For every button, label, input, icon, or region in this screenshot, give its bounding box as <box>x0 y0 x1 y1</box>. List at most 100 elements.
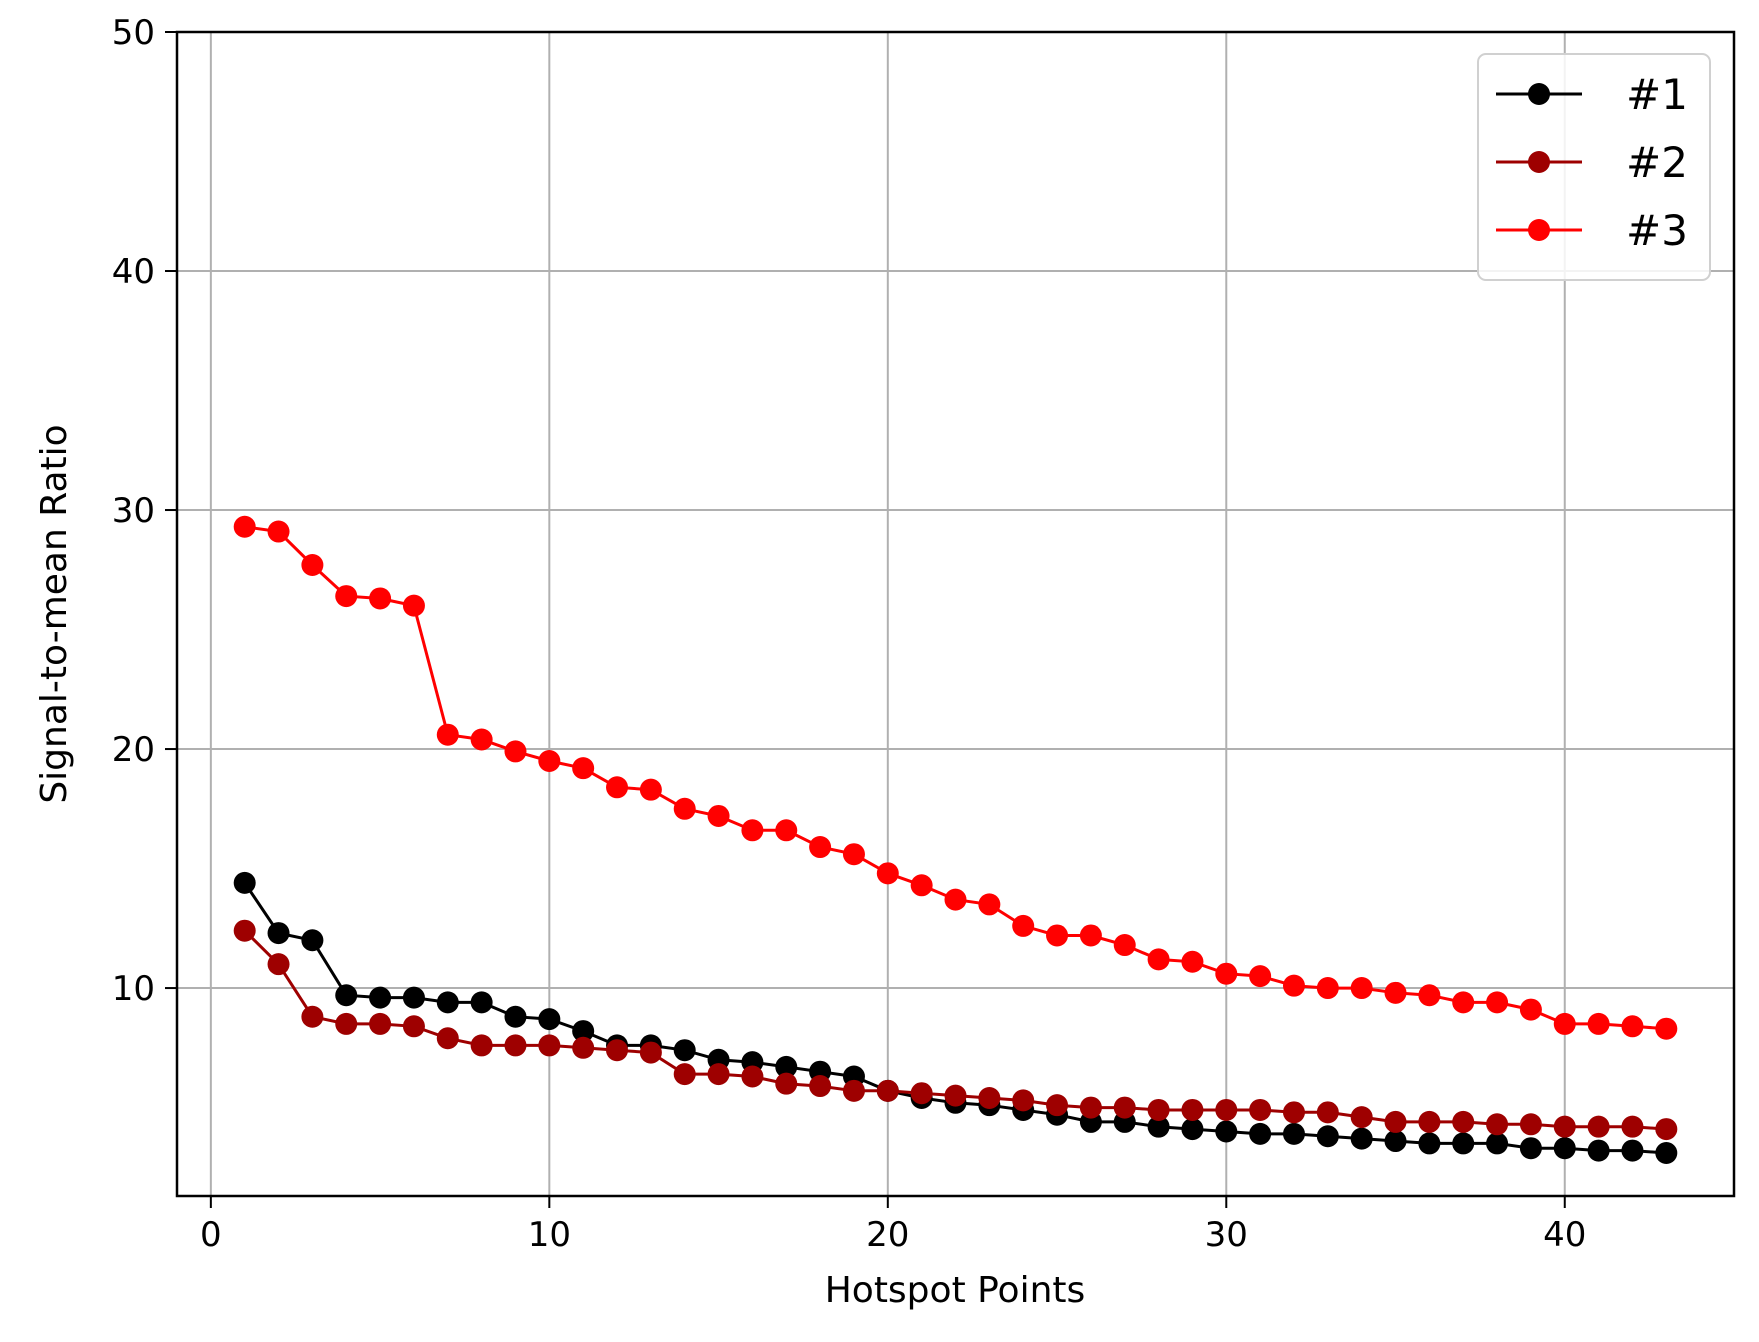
series-2-point <box>1282 1101 1305 1124</box>
series-2-point <box>436 1027 459 1050</box>
series-3-point <box>1553 1012 1576 1035</box>
legend-item: #3 <box>1496 206 1688 255</box>
series-2-point <box>606 1039 629 1062</box>
series-2-point <box>504 1034 527 1057</box>
series-2-point <box>775 1072 798 1095</box>
series-3-point <box>1384 981 1407 1004</box>
series-1-point <box>1215 1120 1238 1143</box>
plot-frame <box>175 30 1736 1198</box>
series-3-point <box>639 778 662 801</box>
series-1-point <box>1519 1137 1542 1160</box>
series-2-point <box>1621 1115 1644 1138</box>
series-1-point <box>402 986 425 1009</box>
series-1-point <box>1249 1122 1272 1145</box>
y-axis-label: Signal-to-mean Ratio <box>34 424 75 803</box>
legend-marker <box>1528 219 1550 241</box>
series-3-point <box>1113 934 1136 957</box>
x-tick-label: 0 <box>200 1215 222 1255</box>
series-1-point <box>1384 1130 1407 1153</box>
series-1-point <box>1147 1115 1170 1138</box>
series-3-point <box>1282 974 1305 997</box>
series-2-point <box>1452 1110 1475 1133</box>
series-2-point <box>1012 1089 1035 1112</box>
series-2-point <box>1181 1098 1204 1121</box>
series-3-point <box>1079 924 1102 947</box>
axis-ticks: 0 10 20 30 40 10 20 30 40 50 <box>112 13 1587 1255</box>
x-tick-label: 20 <box>866 1215 909 1255</box>
series-3-point <box>1655 1017 1678 1040</box>
series-3-point <box>301 554 324 577</box>
series-3-point <box>1418 984 1441 1007</box>
series-1-point <box>1621 1139 1644 1162</box>
series-3-point <box>809 836 832 859</box>
series-2-point <box>944 1084 967 1107</box>
series-3-point <box>470 728 493 751</box>
series-2-point <box>538 1034 561 1057</box>
legend: #1 #2 #3 <box>1477 53 1711 281</box>
series-1-point <box>1316 1125 1339 1148</box>
series-3-point <box>707 804 730 827</box>
series-2-point <box>842 1079 865 1102</box>
legend-label: #1 <box>1626 70 1688 119</box>
series-2-point <box>876 1079 899 1102</box>
legend-label: #2 <box>1626 138 1688 187</box>
series-3-point <box>606 776 629 799</box>
series-2-point <box>1587 1115 1610 1138</box>
series-3-point <box>1249 965 1272 988</box>
series-3-point <box>1316 977 1339 1000</box>
series-2-point <box>639 1041 662 1064</box>
series-3-point <box>673 797 696 820</box>
series-2-point <box>402 1015 425 1038</box>
series-2-point <box>233 919 256 942</box>
series-2-point <box>1079 1096 1102 1119</box>
y-tick-label: 40 <box>112 252 155 292</box>
x-axis-label: Hotspot Points <box>825 1270 1086 1311</box>
series-2-point <box>369 1012 392 1035</box>
series-2-point <box>673 1063 696 1086</box>
series-3-point <box>233 515 256 538</box>
series-3-point <box>876 862 899 885</box>
x-tick-label: 40 <box>1543 1215 1586 1255</box>
series-1-point <box>1350 1127 1373 1150</box>
series-1-point <box>1181 1118 1204 1141</box>
series-3-point <box>369 587 392 610</box>
series-1-point <box>1655 1141 1678 1164</box>
series-2-point <box>301 1005 324 1028</box>
x-tick-label: 10 <box>528 1215 571 1255</box>
x-tick-label: 30 <box>1205 1215 1248 1255</box>
series-1-point <box>301 929 324 952</box>
series-2-point <box>1046 1094 1069 1117</box>
series-3-point <box>402 594 425 617</box>
series-1-point <box>470 991 493 1014</box>
y-tick-label: 30 <box>112 491 155 531</box>
legend-label: #3 <box>1626 206 1688 255</box>
series-1-point <box>369 986 392 1009</box>
series-2-point <box>978 1087 1001 1110</box>
series-1-point <box>504 1005 527 1028</box>
series-3-point <box>741 819 764 842</box>
series-2-point <box>1249 1098 1272 1121</box>
series-3-point <box>1519 998 1542 1021</box>
series-3-point <box>910 874 933 897</box>
series-1-point <box>1486 1132 1509 1155</box>
series-2-point <box>572 1036 595 1059</box>
series-3 <box>233 515 1678 1040</box>
series-1-point <box>673 1039 696 1062</box>
series-2-point <box>1418 1110 1441 1133</box>
series-2-point <box>1655 1118 1678 1141</box>
series-1-point <box>233 871 256 894</box>
series-2-point <box>809 1075 832 1098</box>
series-3-point <box>436 723 459 746</box>
series-3-point <box>842 843 865 866</box>
series-1-point <box>538 1008 561 1031</box>
series-2-point <box>470 1034 493 1057</box>
series-1-point <box>1418 1132 1441 1155</box>
series-2-point <box>1147 1098 1170 1121</box>
series-2-point <box>707 1063 730 1086</box>
series-3-point <box>978 893 1001 916</box>
y-tick-label: 10 <box>112 969 155 1009</box>
series-2-point <box>1553 1115 1576 1138</box>
series-3-point <box>1486 991 1509 1014</box>
series-2-point <box>1113 1096 1136 1119</box>
series-3-point <box>1046 924 1069 947</box>
